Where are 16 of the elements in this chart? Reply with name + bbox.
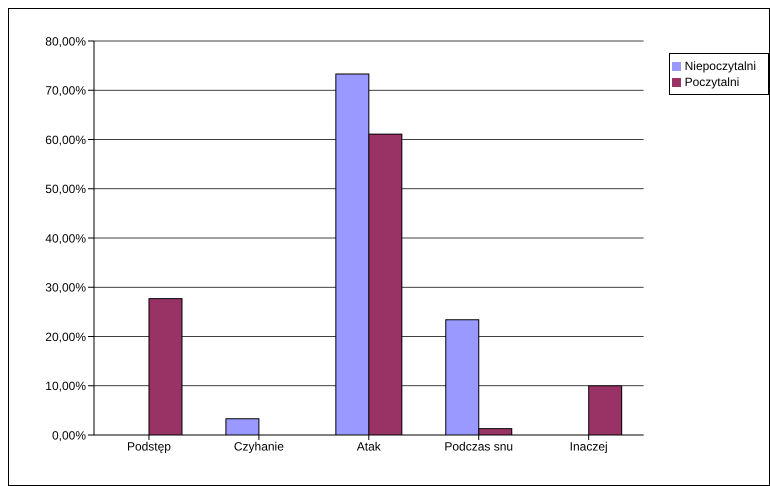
x-tick-label: Podstęp [126, 440, 172, 454]
y-tick-label: 70,00% [45, 84, 86, 98]
y-tick-label: 20,00% [45, 330, 86, 344]
x-tick-label: Inaczej [570, 440, 608, 454]
y-tick-label: 10,00% [45, 379, 86, 394]
legend-label: Niepoczytalni [684, 59, 756, 73]
y-tick-label: 0,00% [52, 428, 86, 442]
x-tick-label: Podczas snu [444, 440, 514, 454]
y-tick-label: 30,00% [45, 280, 86, 295]
y-tick-label: 40,00% [45, 231, 86, 246]
y-tick-label: 50,00% [45, 182, 86, 196]
x-tick-label: Atak [356, 440, 382, 454]
y-tick-label: 80,00% [45, 34, 86, 48]
legend-label: Poczytalni [684, 75, 740, 89]
x-tick-label: Czyhanie [234, 440, 284, 454]
y-tick-label: 60,00% [45, 132, 86, 147]
